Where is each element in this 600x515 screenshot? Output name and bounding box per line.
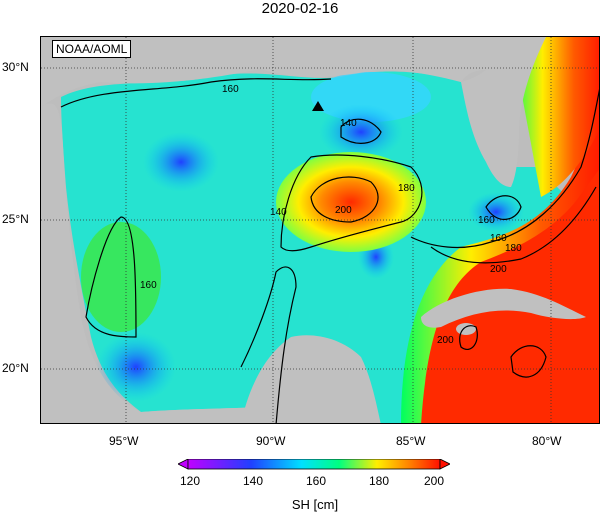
- land-north: [41, 37, 511, 107]
- land-cuba: [421, 288, 586, 328]
- colorbar-tick: 200: [424, 474, 445, 488]
- colorbar-tick: 180: [369, 474, 390, 488]
- lat-label: 30°N: [2, 60, 29, 74]
- land-yucatan: [241, 335, 381, 423]
- contour-label: 200: [490, 264, 507, 275]
- land-florida: [461, 37, 546, 187]
- colorbar-tick: 140: [243, 474, 264, 488]
- map-svg: [41, 37, 599, 423]
- contour-label: 160: [478, 215, 495, 226]
- lon-label: 80°W: [532, 434, 562, 448]
- contour-label: 160: [490, 233, 507, 244]
- contour-label: 180: [505, 243, 522, 254]
- contour-label: 180: [398, 183, 415, 194]
- lon-label: 85°W: [396, 434, 426, 448]
- lat-label: 25°N: [2, 212, 29, 226]
- station-marker: [312, 101, 324, 111]
- contour-label: 160: [140, 280, 157, 291]
- colorbar-tick: 120: [180, 474, 201, 488]
- map-title: 2020-02-16: [261, 0, 339, 17]
- warm-eddy: [276, 152, 426, 252]
- lat-label: 20°N: [2, 361, 29, 375]
- lon-label: 90°W: [256, 434, 286, 448]
- contour-label: 160: [222, 84, 239, 95]
- contour-label: 200: [437, 335, 454, 346]
- colorbar: [178, 459, 450, 470]
- contour-label: 200: [335, 205, 352, 216]
- colorbar-tick: 160: [306, 474, 327, 488]
- contour-label: 140: [270, 207, 287, 218]
- lon-label: 95°W: [109, 434, 139, 448]
- credit-label: NOAA/AOML: [52, 40, 132, 58]
- sea-height-map: [40, 36, 600, 424]
- colorbar-unit: SH [cm]: [291, 497, 339, 512]
- contour-label: 140: [340, 118, 357, 129]
